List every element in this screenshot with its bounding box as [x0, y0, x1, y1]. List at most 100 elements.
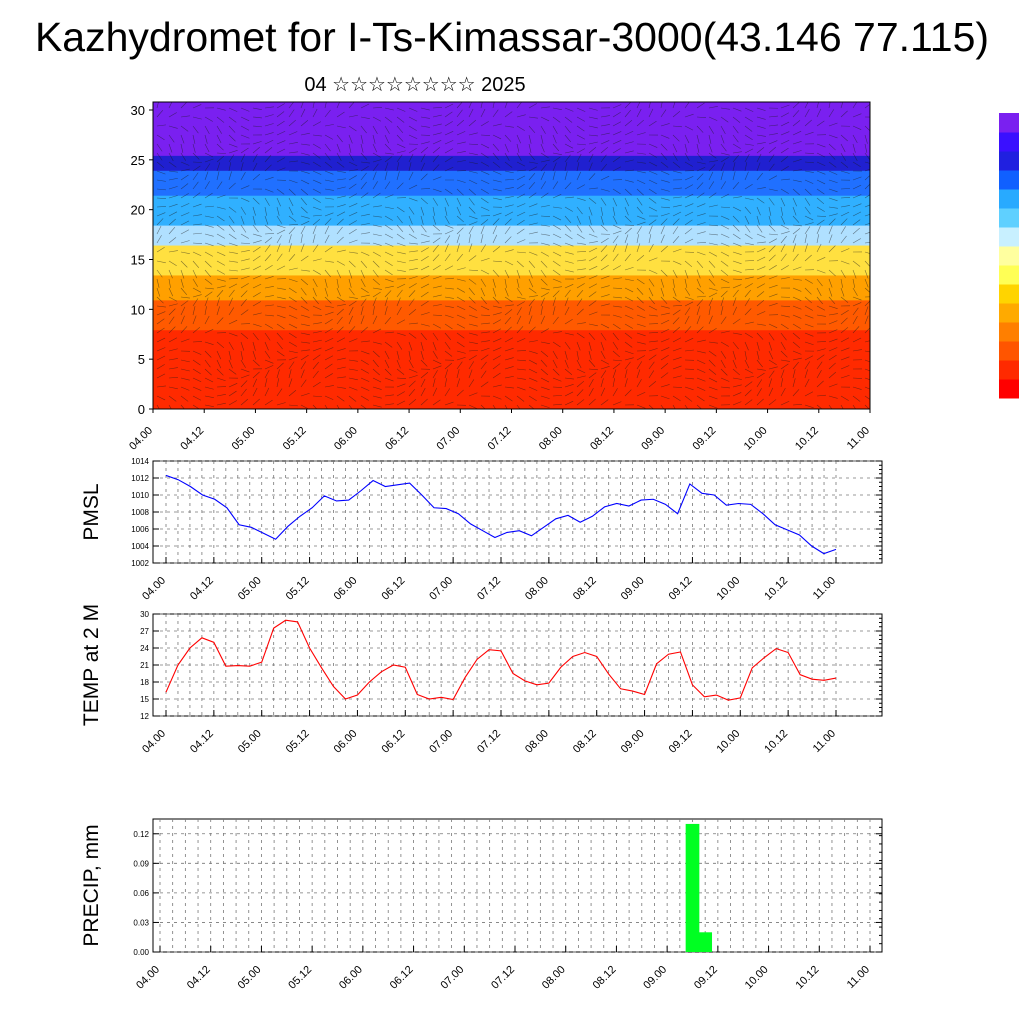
x-tick-label: 07.00 — [434, 425, 462, 453]
x-tick-label: 11.00 — [845, 425, 872, 452]
x-tick-label: 05.12 — [284, 728, 312, 756]
x-tick-label: 05.00 — [230, 425, 258, 453]
x-tick-label: 09.00 — [639, 425, 667, 453]
x-tick-label: 09.12 — [692, 964, 720, 992]
x-tick-label: 11.00 — [811, 575, 838, 602]
colorbar-segment — [999, 113, 1019, 133]
x-tick-label: 07.00 — [427, 728, 455, 756]
temp-ylabel: TEMP at 2 M — [80, 604, 103, 726]
x-tick-label: 07.00 — [427, 575, 455, 603]
precip-ylabel: PRECIP, mm — [80, 824, 103, 946]
x-tick-label: 11.00 — [811, 728, 838, 755]
y-tick-label: 0.06 — [133, 889, 149, 898]
y-tick-label: 21 — [140, 661, 149, 670]
colorbar — [999, 113, 1019, 399]
y-tick-label: 18 — [140, 678, 149, 687]
x-tick-label: 04.12 — [188, 728, 216, 756]
colorbar-segment — [999, 303, 1019, 323]
x-tick-label: 07.00 — [438, 964, 466, 992]
colorbar-segment — [999, 227, 1019, 247]
x-tick-label: 10.12 — [793, 964, 821, 992]
field-band — [153, 245, 870, 276]
field-band — [153, 299, 870, 330]
x-tick-label: 04.00 — [140, 575, 168, 603]
field-band — [153, 102, 870, 156]
field-band — [153, 274, 870, 300]
y-tick-label: 25 — [131, 153, 145, 168]
precip-bar — [698, 932, 712, 952]
x-tick-label: 09.00 — [641, 964, 669, 992]
x-tick-label: 10.00 — [714, 728, 742, 756]
x-tick-label: 06.00 — [337, 964, 365, 992]
x-tick-label: 07.12 — [489, 964, 517, 992]
x-tick-label: 10.12 — [793, 425, 821, 453]
y-tick-label: 0.03 — [133, 918, 149, 927]
x-tick-label: 09.12 — [667, 728, 695, 756]
cross-section-field — [153, 102, 870, 410]
x-tick-label: 09.12 — [691, 425, 719, 453]
x-tick-label: 10.00 — [714, 575, 742, 603]
x-tick-label: 08.12 — [571, 728, 599, 756]
x-tick-label: 07.12 — [475, 728, 503, 756]
x-tick-label: 10.00 — [742, 425, 770, 453]
colorbar-segment — [999, 360, 1019, 380]
precip-bar — [686, 824, 700, 952]
y-tick-label: 0.12 — [133, 830, 149, 839]
x-tick-label: 04.12 — [188, 575, 216, 603]
x-tick-label: 08.00 — [523, 728, 551, 756]
x-tick-label: 04.00 — [127, 425, 155, 453]
x-tick-label: 08.12 — [588, 425, 616, 453]
field-band — [153, 195, 870, 226]
field-band — [153, 155, 870, 171]
x-tick-label: 08.12 — [591, 964, 619, 992]
x-tick-label: 05.12 — [281, 425, 309, 453]
x-tick-label: 05.00 — [236, 728, 264, 756]
colorbar-segment — [999, 208, 1019, 228]
x-tick-label: 05.12 — [286, 964, 314, 992]
y-tick-label: 1006 — [131, 525, 149, 534]
x-tick-label: 06.00 — [332, 575, 360, 603]
y-tick-label: 0.09 — [133, 859, 149, 868]
colorbar-segment — [999, 284, 1019, 304]
x-tick-label: 06.00 — [332, 425, 360, 453]
colorbar-segment — [999, 246, 1019, 266]
x-tick-label: 06.00 — [332, 728, 360, 756]
y-tick-label: 27 — [140, 627, 149, 636]
x-tick-label: 10.12 — [762, 575, 790, 603]
colorbar-segment — [999, 151, 1019, 171]
chart-title: Kazhydromet for I-Ts-Kimassar-3000(43.14… — [0, 14, 1024, 61]
x-tick-label: 04.12 — [178, 425, 206, 453]
y-tick-label: 20 — [131, 203, 145, 218]
x-tick-label: 04.12 — [185, 964, 213, 992]
y-tick-label: 1004 — [131, 542, 149, 551]
pmsl-ylabel: PMSL — [80, 483, 103, 540]
colorbar-segment — [999, 170, 1019, 190]
colorbar-segment — [999, 132, 1019, 152]
y-tick-label: 24 — [140, 644, 149, 653]
y-tick-label: 1008 — [131, 508, 149, 517]
y-tick-label: 30 — [131, 103, 145, 118]
colorbar-segment — [999, 379, 1019, 399]
x-tick-label: 06.12 — [388, 964, 416, 992]
x-tick-label: 08.00 — [523, 575, 551, 603]
y-tick-label: 10 — [131, 302, 145, 317]
x-tick-label: 10.00 — [743, 964, 771, 992]
chart-subtitle: 04 ☆☆☆☆☆☆☆☆ 2025 — [0, 72, 830, 97]
x-tick-label: 08.00 — [537, 425, 565, 453]
x-tick-label: 07.12 — [486, 425, 514, 453]
y-tick-label: 30 — [140, 610, 149, 619]
x-tick-label: 07.12 — [475, 575, 503, 603]
x-tick-label: 06.12 — [383, 425, 411, 453]
precip-frame — [153, 819, 882, 952]
y-tick-label: 12 — [140, 712, 149, 721]
y-tick-label: 1002 — [131, 559, 149, 568]
colorbar-segment — [999, 322, 1019, 342]
colorbar-segment — [999, 341, 1019, 361]
x-tick-label: 04.00 — [140, 728, 168, 756]
y-tick-label: 5 — [138, 352, 145, 367]
